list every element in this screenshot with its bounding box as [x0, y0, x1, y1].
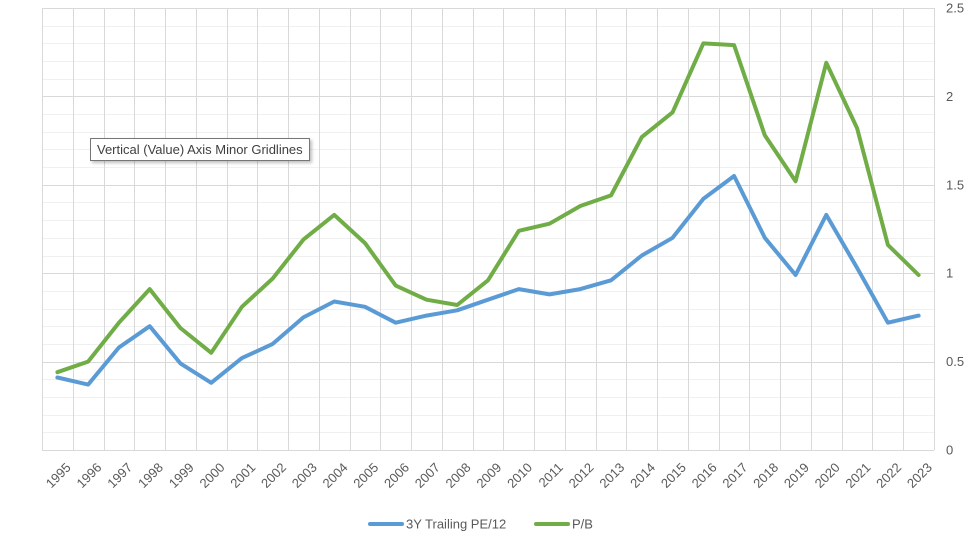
x-tick-label: 2007	[412, 460, 443, 491]
y-axis-tick-labels: 0 0.5 1 1.5 2 2.5	[946, 1, 964, 458]
x-tick-label: 2003	[289, 460, 320, 491]
minor-gridlines	[42, 8, 934, 451]
x-tick-label: 2022	[873, 460, 904, 491]
y-tick-label: 1.5	[946, 177, 964, 192]
x-tick-label: 1999	[166, 460, 197, 491]
x-tick-label: 1997	[104, 460, 135, 491]
series-line-pb[interactable]	[55, 41, 921, 375]
x-tick-label: 2021	[842, 460, 873, 491]
x-tick-label: 2001	[227, 460, 258, 491]
x-tick-label: 2016	[689, 460, 720, 491]
x-tick-label: 2008	[443, 460, 474, 491]
x-tick-label: 1998	[135, 460, 166, 491]
x-tick-label: 2009	[473, 460, 504, 491]
y-tick-label: 1	[946, 266, 953, 281]
x-tick-label: 2017	[719, 460, 750, 491]
legend-label: 3Y Trailing PE/12	[406, 517, 506, 532]
x-tick-label: 2018	[750, 460, 781, 491]
series-layer	[55, 41, 921, 387]
legend-label: P/B	[572, 517, 593, 532]
gridline-tooltip: Vertical (Value) Axis Minor Gridlines	[90, 138, 310, 161]
x-tick-label: 2011	[536, 460, 566, 490]
x-tick-label: 2014	[627, 460, 658, 491]
x-tick-label: 1995	[43, 460, 74, 491]
y-tick-label: 0	[946, 443, 953, 458]
y-tick-label: 2	[946, 89, 953, 104]
x-tick-label: 2010	[504, 460, 535, 491]
x-tick-label: 2019	[781, 460, 812, 491]
x-tick-label: 2006	[381, 460, 412, 491]
x-tick-label: 2002	[258, 460, 289, 491]
x-tick-label: 2004	[320, 460, 351, 491]
y-tick-label: 2.5	[946, 1, 964, 16]
y-tick-label: 0.5	[946, 354, 964, 369]
x-tick-label: 2020	[812, 460, 843, 491]
x-tick-label: 1996	[73, 460, 104, 491]
legend[interactable]: 3Y Trailing PE/12 P/B	[368, 517, 593, 532]
x-tick-label: 2012	[566, 460, 597, 491]
x-axis-tick-labels: 1995 1996 1997 1998 1999 2000 2001 2002 2003 2004…	[43, 460, 935, 491]
x-tick-label: 2005	[350, 460, 381, 491]
major-gridlines	[42, 8, 935, 451]
x-tick-label: 2000	[197, 460, 228, 491]
x-tick-label: 2013	[596, 460, 627, 491]
x-tick-label: 2023	[904, 460, 935, 491]
series-line-pe[interactable]	[55, 174, 921, 387]
x-tick-label: 2015	[658, 460, 689, 491]
